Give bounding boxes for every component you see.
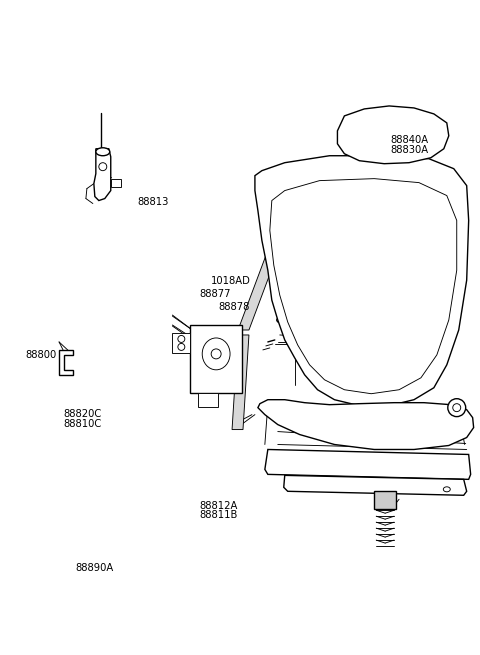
Polygon shape [265,449,471,479]
Text: 88812A: 88812A [199,500,238,510]
Polygon shape [111,179,120,187]
Ellipse shape [277,317,287,323]
Ellipse shape [453,403,461,411]
Text: 88813: 88813 [137,197,169,207]
Polygon shape [270,179,457,394]
Polygon shape [172,333,190,353]
Text: 88877: 88877 [199,289,231,299]
Bar [374,491,396,509]
Text: 88810C: 88810C [63,419,102,429]
Ellipse shape [276,196,304,215]
Polygon shape [94,149,111,200]
Ellipse shape [282,200,298,211]
Ellipse shape [202,338,230,370]
Ellipse shape [448,399,466,417]
Ellipse shape [178,335,185,343]
Text: 88820C: 88820C [63,409,102,419]
Text: 88800: 88800 [25,350,57,360]
Ellipse shape [444,487,450,492]
Ellipse shape [211,349,221,359]
Polygon shape [190,325,242,393]
Polygon shape [258,400,474,449]
Polygon shape [284,476,467,495]
Polygon shape [198,393,218,407]
Polygon shape [232,335,249,430]
Text: 88890A: 88890A [75,563,114,572]
Text: 88840A: 88840A [390,136,429,145]
Polygon shape [283,214,297,223]
Text: 1018AD: 1018AD [211,276,251,286]
Ellipse shape [96,148,110,156]
Ellipse shape [288,305,291,308]
Ellipse shape [286,303,293,310]
Polygon shape [238,219,291,330]
Text: 88830A: 88830A [390,145,429,155]
Text: 88878: 88878 [218,302,250,312]
Ellipse shape [99,162,107,171]
Text: 88811B: 88811B [199,510,238,520]
Polygon shape [59,350,73,375]
Polygon shape [255,156,468,405]
Ellipse shape [178,343,185,350]
Polygon shape [337,106,449,164]
